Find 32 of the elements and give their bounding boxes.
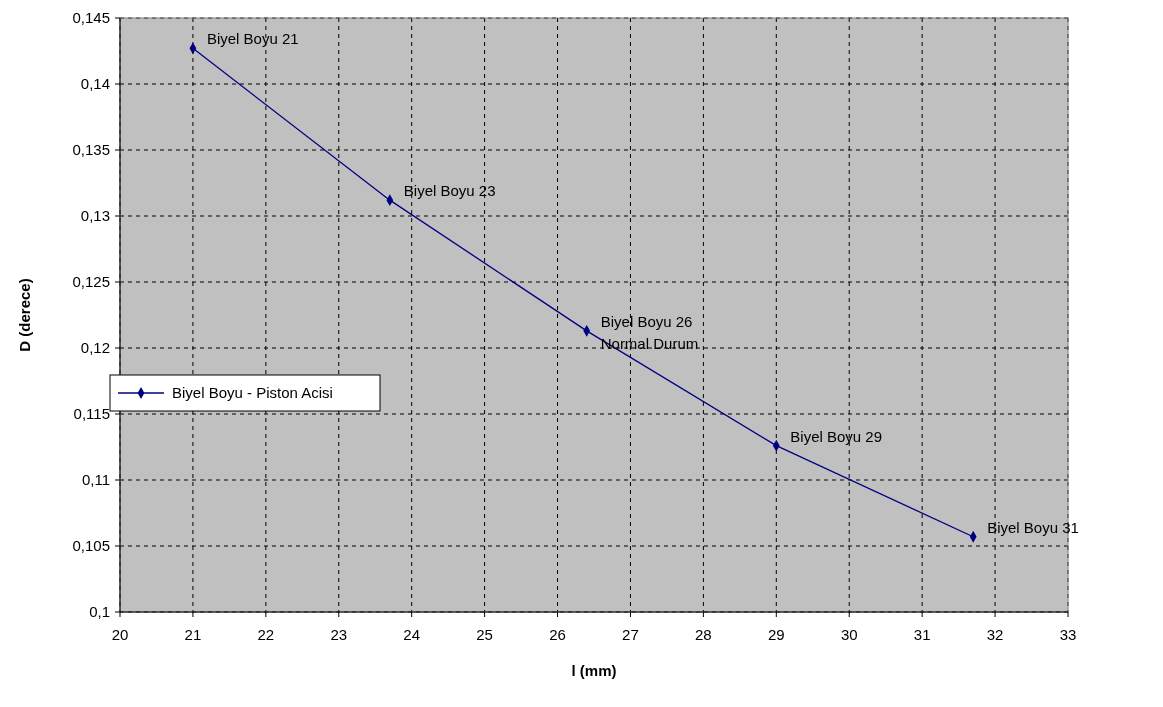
x-tick-label: 28 <box>695 626 712 643</box>
x-tick-label: 32 <box>986 626 1004 643</box>
y-tick-label: 0,11 <box>81 471 110 488</box>
x-tick-label: 20 <box>111 626 129 643</box>
x-tick-label: 24 <box>403 626 421 643</box>
annotation: Biyel Boyu 29 <box>790 427 883 445</box>
y-axis-title: D (derece) <box>16 278 33 352</box>
x-tick-label: 29 <box>767 626 785 643</box>
y-tick-label: 0,145 <box>72 9 110 26</box>
x-tick-label: 25 <box>476 626 493 643</box>
annotation: Biyel Boyu 31 <box>987 518 1079 536</box>
x-axis-title: l (mm) <box>571 662 617 679</box>
y-tick-label: 0,115 <box>73 405 110 422</box>
y-tick-label: 0,125 <box>72 273 110 290</box>
x-tick-label: 26 <box>549 626 566 643</box>
annotation: Biyel Boyu 21 <box>206 30 299 48</box>
annotation: Biyel Boyu 23 <box>403 182 496 200</box>
x-tick-label: 23 <box>330 626 348 643</box>
x-tick-label: 22 <box>257 626 275 643</box>
x-tick-label: 27 <box>622 626 639 643</box>
y-tick-label: 0,105 <box>72 537 110 554</box>
x-tick-label: 21 <box>184 626 202 643</box>
x-tick-label: 30 <box>840 626 858 643</box>
y-tick-label: 0,13 <box>80 207 110 224</box>
y-tick-label: 0,14 <box>80 75 110 92</box>
x-tick-label: 33 <box>1059 626 1077 643</box>
x-tick-label: 31 <box>913 626 931 643</box>
y-tick-label: 0,135 <box>72 141 110 158</box>
y-tick-label: 0,12 <box>80 339 110 356</box>
legend-label: Biyel Boyu - Piston Acisi <box>172 384 333 401</box>
annotation: Biyel Boyu 26 <box>600 312 693 330</box>
y-tick-label: 0,1 <box>89 603 110 620</box>
